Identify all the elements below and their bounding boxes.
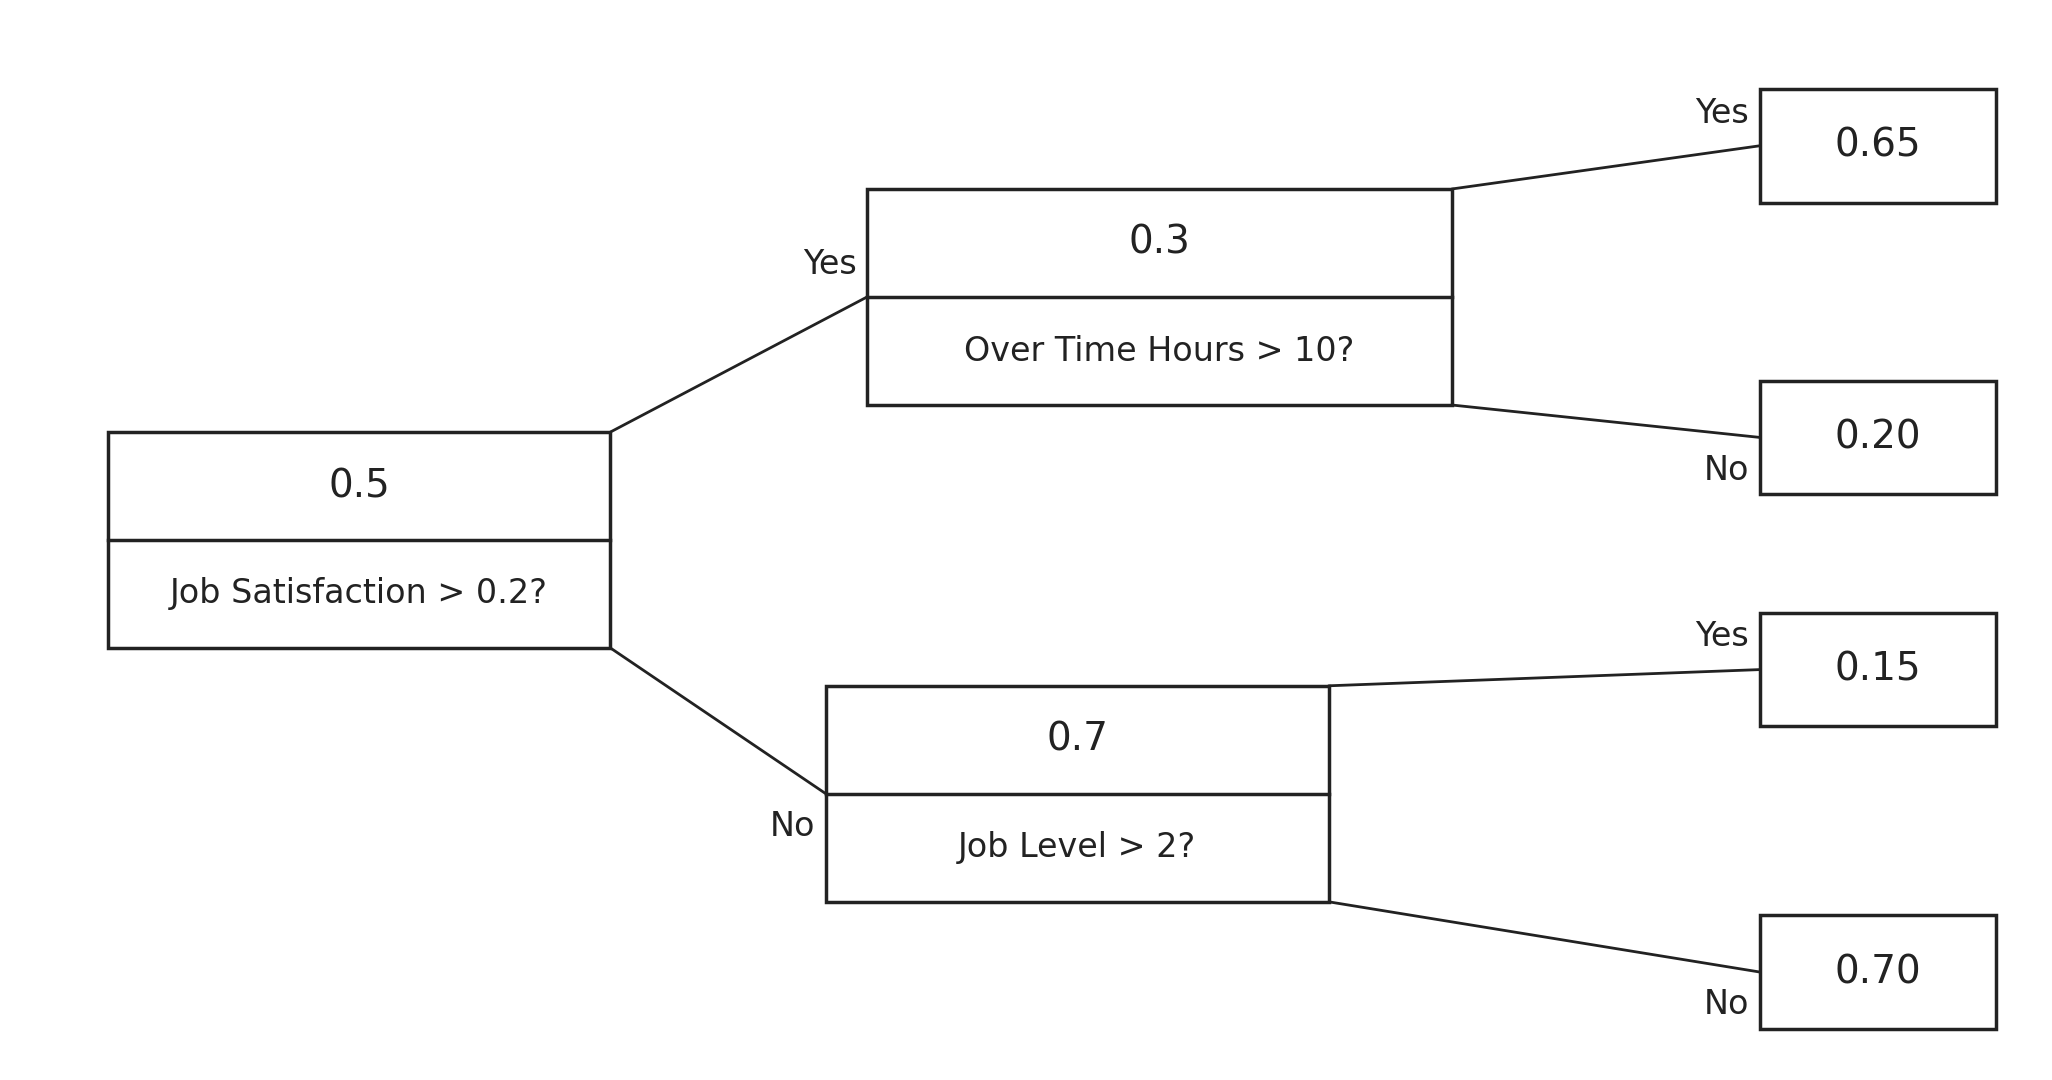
Text: Over Time Hours > 10?: Over Time Hours > 10? [964,335,1354,367]
Text: 0.3: 0.3 [1129,224,1190,262]
Text: 0.65: 0.65 [1834,126,1921,165]
Bar [107,432,611,648]
Text: Job Level > 2?: Job Level > 2? [958,832,1196,864]
Bar [1761,381,1995,495]
Bar [825,686,1330,902]
Text: No: No [1703,454,1748,487]
Bar [866,189,1451,405]
Text: 0.7: 0.7 [1047,720,1108,759]
Text: No: No [1703,988,1748,1022]
Text: Job Satisfaction > 0.2?: Job Satisfaction > 0.2? [170,578,548,610]
Bar [1761,613,1995,726]
Text: Yes: Yes [1695,96,1748,130]
Text: 0.20: 0.20 [1834,418,1921,457]
Bar [1761,90,1995,203]
Text: Yes: Yes [1695,620,1748,653]
Bar [1761,916,1995,1028]
Text: 0.70: 0.70 [1834,953,1921,991]
Text: Yes: Yes [802,247,856,281]
Text: 0.15: 0.15 [1834,650,1921,689]
Text: 0.5: 0.5 [328,467,390,505]
Text: No: No [770,810,817,843]
